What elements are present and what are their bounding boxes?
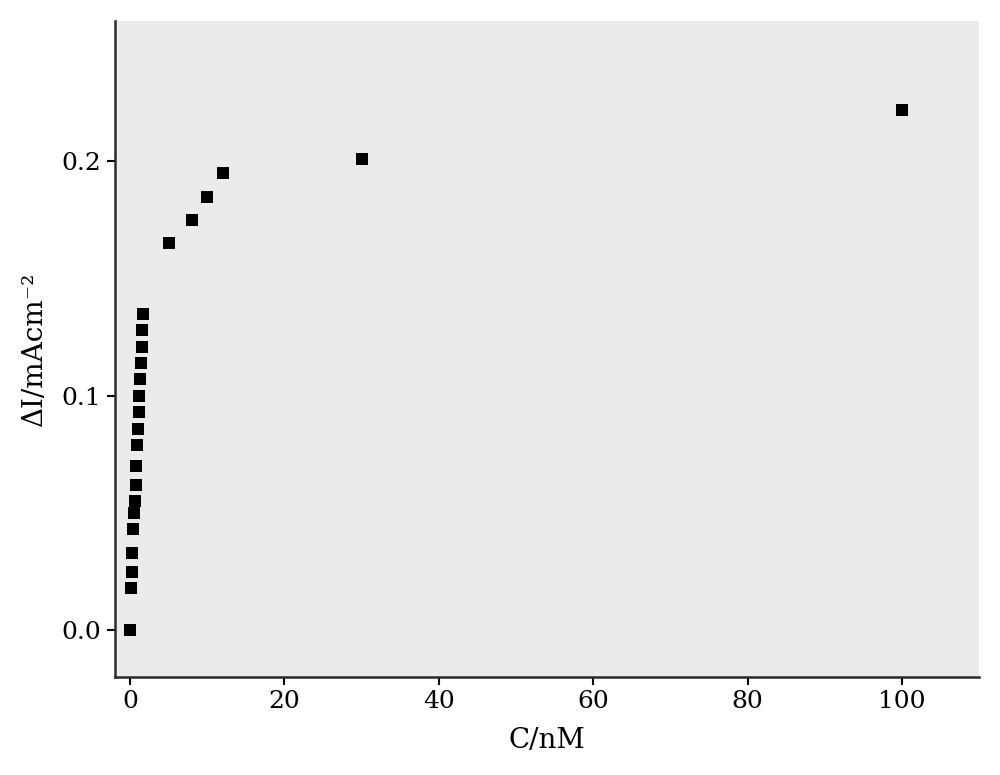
Point [129,439,145,451]
Point [125,523,141,536]
Point [199,191,215,203]
Point [161,237,177,250]
Point [134,324,150,336]
Point [124,546,140,559]
Point [132,374,148,386]
Point [131,406,147,419]
Point [134,340,150,353]
Point [127,495,143,508]
Point [126,507,142,519]
Y-axis label: ΔI/mAcm⁻²: ΔI/mAcm⁻² [21,272,48,426]
Point [184,214,200,226]
Point [124,566,140,578]
Point [133,356,149,369]
Point [131,390,147,402]
Point [123,582,139,594]
Point [354,153,370,165]
Point [215,167,231,179]
X-axis label: C/nM: C/nM [509,727,585,754]
Point [135,308,151,320]
Point [130,422,146,435]
Point [128,479,144,491]
Point [894,104,910,116]
Point [122,624,138,636]
Point [128,460,144,472]
